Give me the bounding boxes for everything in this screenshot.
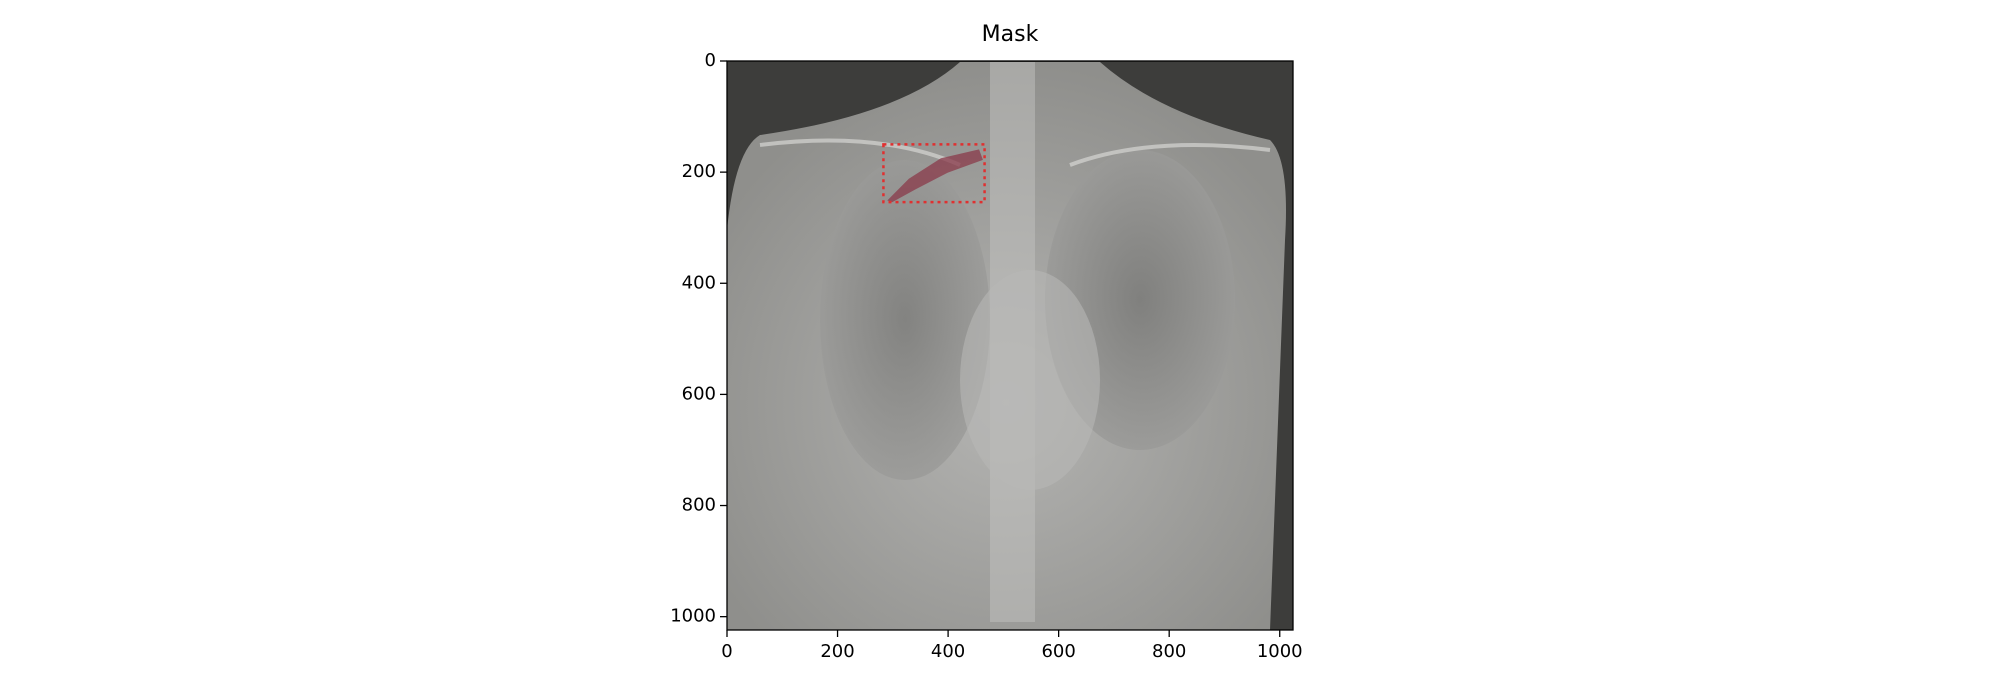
x-tick-label: 400 [931, 641, 965, 662]
y-tick-label: 0 [705, 50, 716, 71]
bounding-box [882, 143, 986, 204]
xray-image [727, 61, 1293, 630]
y-tick-label: 800 [682, 495, 716, 516]
y-tick-label: 600 [682, 383, 716, 404]
x-tick-label: 0 [721, 641, 732, 662]
axes-frame [726, 60, 1294, 631]
mask-region [887, 149, 983, 203]
y-tick-label: 400 [682, 272, 716, 293]
y-tick-label: 200 [682, 161, 716, 182]
x-tick-label: 200 [820, 641, 854, 662]
x-tick-label: 800 [1152, 641, 1186, 662]
x-tick-label: 1000 [1257, 641, 1303, 662]
y-tick-label: 1000 [670, 606, 716, 627]
x-tick-label: 600 [1041, 641, 1075, 662]
chart-title: Mask [982, 22, 1039, 47]
